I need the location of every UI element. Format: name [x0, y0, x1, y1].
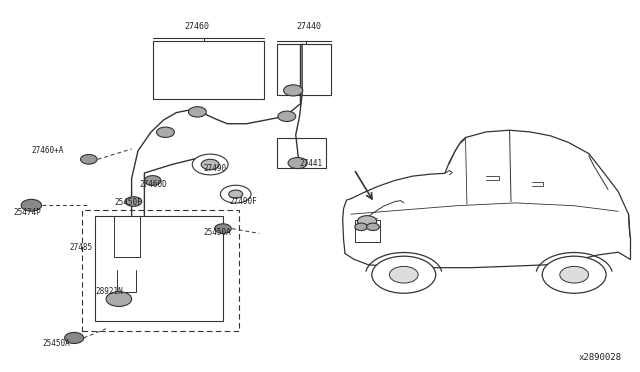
Text: 27485: 27485	[70, 243, 93, 251]
Circle shape	[192, 154, 228, 175]
Circle shape	[284, 85, 303, 96]
Circle shape	[188, 107, 206, 117]
Bar	[95, 216, 223, 321]
Text: 27460: 27460	[184, 22, 210, 31]
Circle shape	[389, 266, 418, 283]
Text: 27441: 27441	[300, 159, 323, 168]
Circle shape	[65, 333, 84, 343]
Text: 27460D: 27460D	[140, 180, 168, 189]
Circle shape	[372, 256, 436, 293]
Circle shape	[125, 197, 142, 206]
Circle shape	[542, 256, 606, 293]
Text: 27490F: 27490F	[229, 197, 257, 206]
Text: x2890028: x2890028	[579, 353, 621, 362]
Circle shape	[358, 216, 377, 227]
Text: 25450A: 25450A	[42, 339, 70, 348]
Text: 25474P: 25474P	[13, 208, 41, 217]
Circle shape	[106, 292, 132, 307]
Text: 25450F: 25450F	[115, 198, 142, 207]
Circle shape	[220, 185, 251, 203]
Text: 25450A: 25450A	[204, 228, 232, 237]
Circle shape	[228, 190, 243, 198]
Circle shape	[214, 224, 231, 234]
Bar	[276, 138, 326, 168]
Text: 28921N: 28921N	[95, 287, 123, 296]
Text: 27440: 27440	[296, 22, 321, 31]
Circle shape	[288, 157, 307, 169]
Circle shape	[81, 154, 97, 164]
Bar	[355, 220, 380, 242]
Text: 27460+A: 27460+A	[31, 146, 64, 155]
Circle shape	[145, 176, 161, 185]
Bar	[276, 44, 331, 95]
Circle shape	[278, 111, 296, 122]
Circle shape	[21, 199, 42, 211]
Circle shape	[355, 223, 367, 231]
Circle shape	[201, 159, 219, 170]
Bar	[83, 210, 239, 331]
Circle shape	[560, 266, 589, 283]
Text: 27490: 27490	[204, 164, 227, 173]
Circle shape	[157, 127, 174, 137]
Bar	[153, 41, 264, 99]
Circle shape	[367, 223, 380, 231]
